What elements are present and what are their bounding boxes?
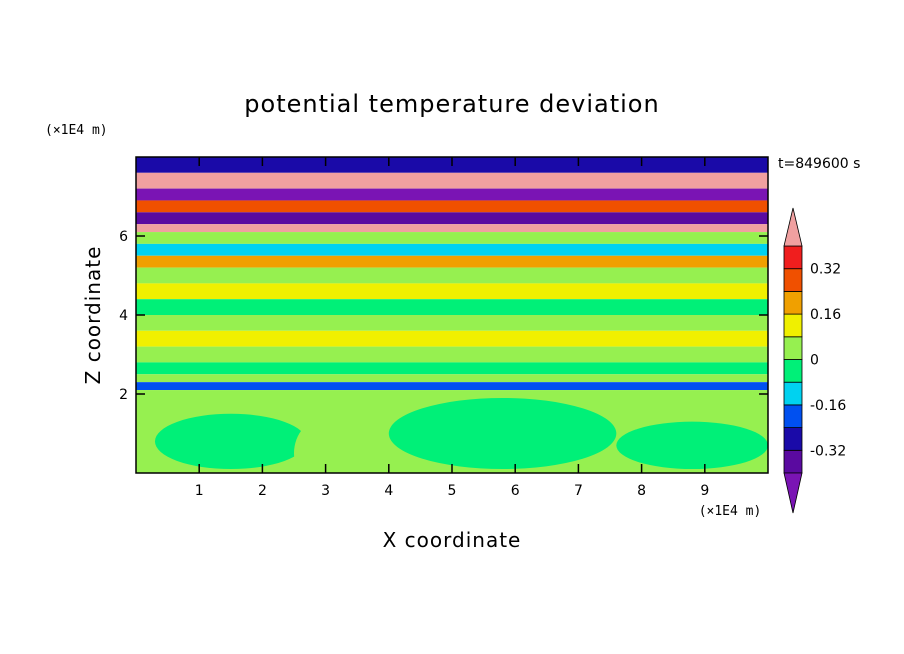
field-band bbox=[136, 212, 768, 225]
field-region bbox=[154, 413, 307, 470]
colorbar-label: 0.16 bbox=[810, 307, 841, 323]
colorbar-segment bbox=[783, 449, 803, 474]
x-tick-label: 3 bbox=[321, 483, 330, 499]
x-tick-label: 5 bbox=[448, 483, 457, 499]
y-axis-title: Z coordinate bbox=[81, 246, 105, 385]
y-tick-label: 6 bbox=[119, 229, 128, 245]
x-tick-label: 1 bbox=[195, 483, 204, 499]
field-band bbox=[136, 243, 768, 256]
field-band bbox=[136, 200, 768, 213]
y-axis-unit: (×1E4 m) bbox=[45, 123, 108, 138]
field-band bbox=[136, 224, 768, 233]
colorbar-segment bbox=[783, 268, 803, 292]
field-band bbox=[136, 267, 768, 284]
x-tick-label: 4 bbox=[384, 483, 393, 499]
field-region bbox=[616, 421, 768, 470]
field-band bbox=[136, 315, 768, 331]
field-region bbox=[388, 397, 617, 470]
colorbar-segment bbox=[783, 290, 803, 315]
field-band bbox=[136, 374, 768, 383]
field-region bbox=[294, 417, 358, 473]
colorbar-segment bbox=[783, 336, 803, 360]
x-axis-unit: (×1E4 m) bbox=[699, 504, 762, 519]
y-axis: 2 4 6 bbox=[119, 229, 768, 403]
x-tick-label: 2 bbox=[258, 483, 267, 499]
x-tick-label: 7 bbox=[574, 483, 583, 499]
colorbar-segment bbox=[783, 245, 803, 270]
x-tick-label: 6 bbox=[511, 483, 520, 499]
field-band bbox=[136, 172, 768, 189]
colorbar-segment bbox=[783, 427, 803, 451]
field-band bbox=[136, 283, 768, 300]
plot-area bbox=[136, 157, 768, 473]
colorbar-label: 0.32 bbox=[810, 262, 841, 278]
x-tick-label: 9 bbox=[700, 483, 709, 499]
colorbar-label: 0 bbox=[810, 353, 819, 369]
y-tick-label: 4 bbox=[119, 308, 128, 324]
field-band bbox=[136, 299, 768, 315]
time-label: t=849600 s bbox=[778, 156, 860, 172]
colorbar-under-arrow bbox=[783, 472, 803, 514]
colorbar-segment bbox=[783, 404, 803, 428]
colorbar-segment bbox=[783, 381, 803, 406]
y-tick-label: 2 bbox=[119, 387, 128, 403]
colorbar-over-arrow bbox=[783, 207, 803, 247]
colorbar-segment bbox=[783, 359, 803, 383]
field-band bbox=[136, 188, 768, 201]
field-band bbox=[136, 330, 768, 347]
colorbar-label: -0.16 bbox=[810, 398, 846, 414]
field-band bbox=[136, 382, 768, 391]
colorbar-label: -0.32 bbox=[810, 443, 846, 459]
field-band bbox=[136, 362, 768, 375]
chart-title: potential temperature deviation bbox=[244, 90, 659, 118]
x-axis-title: X coordinate bbox=[383, 528, 522, 552]
field-band bbox=[136, 346, 768, 363]
field-band bbox=[136, 255, 768, 268]
x-tick-label: 8 bbox=[637, 483, 646, 499]
x-axis: 1 2 3 4 5 6 7 8 9 bbox=[195, 157, 709, 499]
field-band bbox=[136, 232, 768, 244]
colorbar-segment bbox=[783, 313, 803, 338]
colorbar: 0.32 0.16 0 -0.16 -0.32 bbox=[783, 207, 846, 514]
